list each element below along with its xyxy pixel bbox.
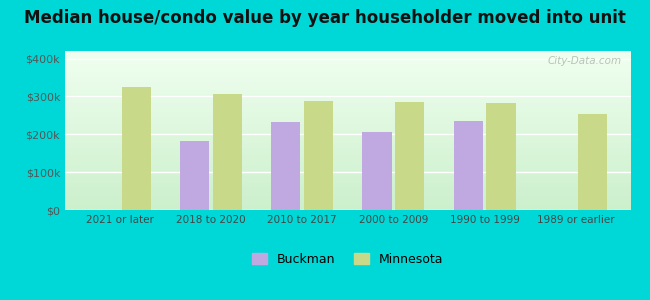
Bar bbox=[454, 122, 483, 210]
Bar bbox=[213, 94, 242, 210]
Bar bbox=[578, 114, 607, 210]
Legend: Buckman, Minnesota: Buckman, Minnesota bbox=[247, 248, 448, 271]
Bar bbox=[395, 102, 424, 210]
Bar bbox=[362, 132, 391, 210]
Bar bbox=[271, 122, 300, 210]
Text: Median house/condo value by year householder moved into unit: Median house/condo value by year househo… bbox=[24, 9, 626, 27]
Bar bbox=[304, 101, 333, 210]
Bar bbox=[486, 103, 515, 210]
Bar bbox=[122, 87, 151, 210]
Bar bbox=[180, 141, 209, 210]
Text: City-Data.com: City-Data.com bbox=[548, 56, 622, 66]
